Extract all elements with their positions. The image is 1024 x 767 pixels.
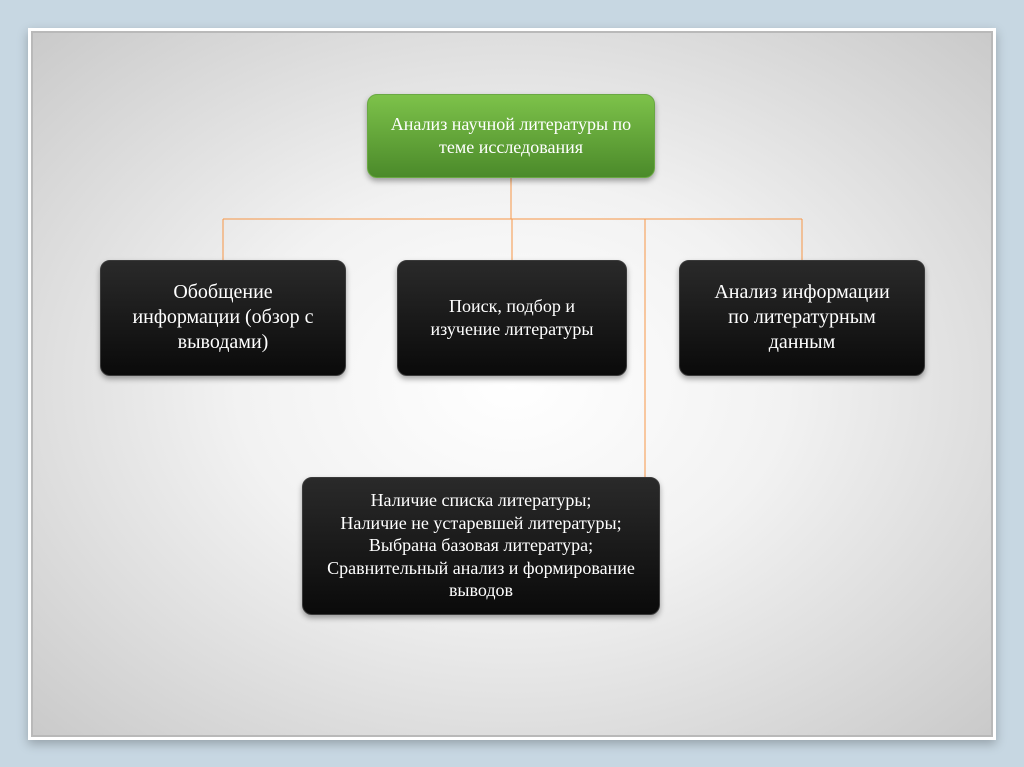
child-node-summary: Обобщение информации (обзор с выводами) <box>100 260 346 376</box>
leaf-node-criteria: Наличие списка литературы; Наличие не ус… <box>302 477 660 615</box>
child-node-search: Поиск, подбор и изучение литературы <box>397 260 627 376</box>
slide-background: Анализ научной литературы по теме исслед… <box>0 0 1024 767</box>
root-node: Анализ научной литературы по теме исслед… <box>367 94 655 178</box>
slide-frame: Анализ научной литературы по теме исслед… <box>28 28 996 740</box>
child-node-analysis: Анализ информации по литературным данным <box>679 260 925 376</box>
